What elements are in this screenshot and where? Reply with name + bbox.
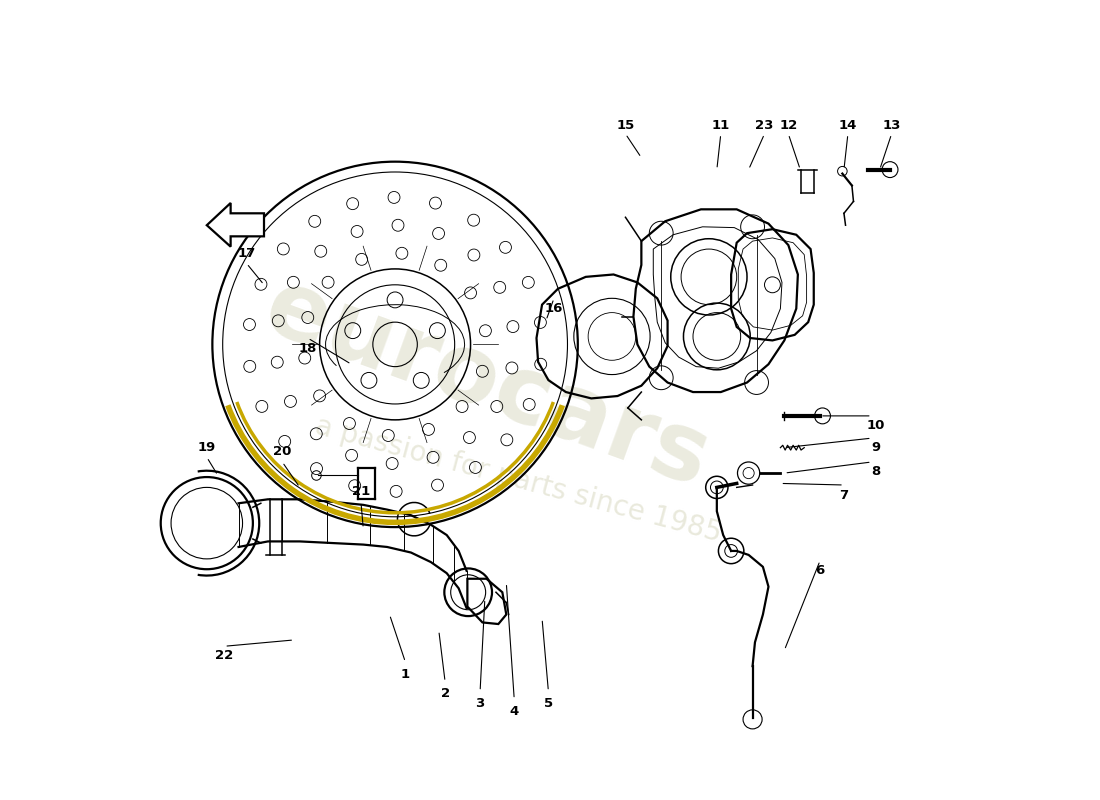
Text: a passion for parts since 1985: a passion for parts since 1985 bbox=[312, 412, 725, 547]
Text: 2: 2 bbox=[441, 687, 450, 701]
Text: 14: 14 bbox=[838, 119, 857, 133]
Text: eurocars: eurocars bbox=[252, 262, 720, 507]
Text: 19: 19 bbox=[198, 441, 216, 454]
Text: 15: 15 bbox=[616, 119, 635, 133]
Text: 23: 23 bbox=[756, 119, 773, 133]
Text: 8: 8 bbox=[871, 465, 880, 478]
Text: 10: 10 bbox=[867, 419, 884, 432]
Text: 21: 21 bbox=[352, 485, 370, 498]
Text: 6: 6 bbox=[815, 564, 825, 578]
Polygon shape bbox=[207, 203, 264, 246]
Text: 16: 16 bbox=[544, 302, 563, 315]
Text: 3: 3 bbox=[475, 697, 485, 710]
Text: 22: 22 bbox=[216, 650, 233, 662]
Text: 17: 17 bbox=[238, 246, 255, 259]
Text: 18: 18 bbox=[298, 342, 317, 355]
Text: 4: 4 bbox=[509, 705, 519, 718]
Text: 13: 13 bbox=[882, 119, 901, 133]
Text: 1: 1 bbox=[400, 667, 410, 681]
Text: 11: 11 bbox=[712, 119, 730, 133]
Text: 5: 5 bbox=[543, 697, 553, 710]
Text: 7: 7 bbox=[839, 489, 848, 502]
Text: 9: 9 bbox=[871, 441, 880, 454]
Text: 12: 12 bbox=[779, 119, 798, 133]
Text: 20: 20 bbox=[273, 445, 292, 458]
